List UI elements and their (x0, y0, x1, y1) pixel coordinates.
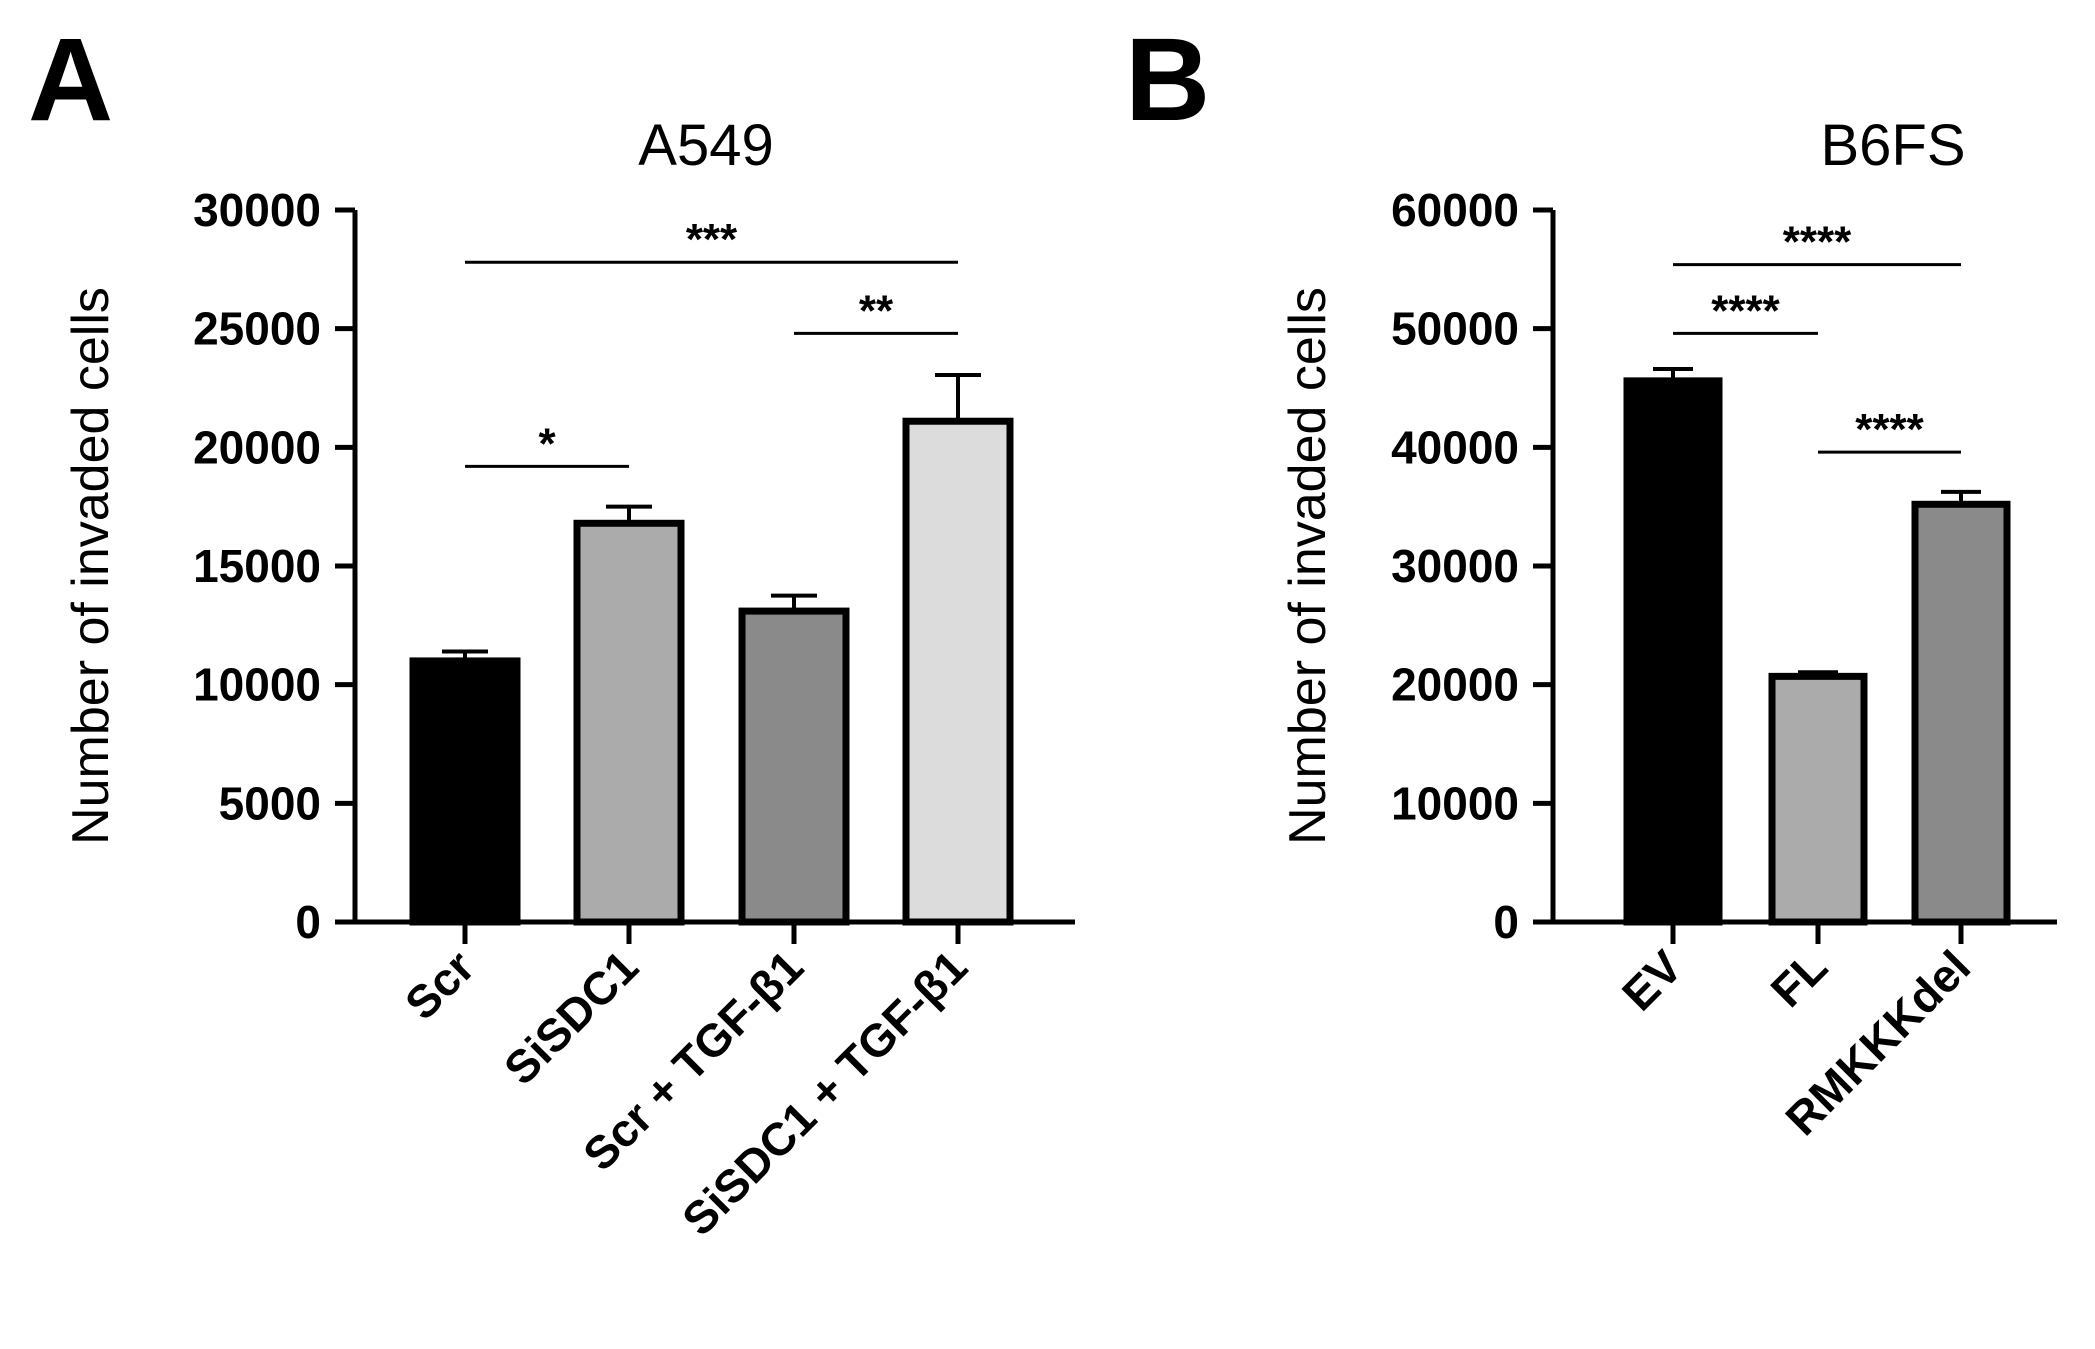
chart-a-significance-label: * (538, 419, 556, 468)
chart-a-y-tick-label: 25000 (193, 303, 321, 355)
chart-a-category-label: SiSDC1 (494, 940, 648, 1094)
chart-a-y-tick-label: 20000 (193, 421, 321, 473)
chart-b-category-label: FL (1761, 940, 1838, 1017)
chart-a-significance-label: ** (859, 286, 894, 335)
chart-b-significance-label: **** (1711, 286, 1780, 335)
chart-a-y-tick-label: 30000 (193, 184, 321, 236)
chart-b-bar (1768, 672, 1868, 926)
chart-b-bar (1623, 377, 1723, 926)
chart-b-title: B6FS (1820, 113, 1965, 178)
chart-a-y-tick-label: 0 (295, 896, 321, 948)
chart-b-significance-label: **** (1855, 405, 1924, 454)
chart-b-category-label: EV (1612, 940, 1692, 1020)
chart-b-y-tick-label: 30000 (1391, 540, 1519, 592)
chart-a-category-label: Scr (395, 940, 484, 1029)
chart-b-significance-label: **** (1783, 218, 1852, 267)
chart-b-bar (1911, 500, 2011, 926)
chart-a-y-tick-label: 10000 (193, 659, 321, 711)
chart-b-y-tick-label: 40000 (1391, 421, 1519, 473)
chart-a-bar (409, 657, 521, 926)
chart-a549: A549 Number of invaded cells 0 5000 10000 1… (62, 113, 1075, 1245)
chart-a-plot-area: 0 5000 10000 15000 20000 25000 30000 Scr SiSDC1S… (193, 184, 1075, 1245)
chart-b6fs: B6FS Number of invaded cells 0 10000 20000… (1279, 113, 2057, 1145)
chart-a-category-label: SiSDC1 + TGF-β1 (672, 940, 977, 1245)
chart-a-y-axis-label: Number of invaded cells (62, 287, 120, 845)
panel-letter-b: B (1125, 14, 1210, 146)
chart-b-y-tick-label: 60000 (1391, 184, 1519, 236)
chart-b-y-tick-label: 0 (1493, 896, 1519, 948)
chart-a-bar (738, 607, 850, 926)
chart-a-significance-label: *** (686, 215, 738, 264)
chart-b-y-tick-label: 10000 (1391, 777, 1519, 829)
chart-a-y-tick-label: 15000 (193, 540, 321, 592)
chart-b-y-axis-label: Number of invaded cells (1279, 287, 1337, 845)
panel-letter-a: A (28, 14, 113, 146)
chart-b-y-tick-label: 50000 (1391, 303, 1519, 355)
chart-a-y-tick-label: 5000 (219, 777, 321, 829)
chart-a-title: A549 (638, 113, 773, 178)
chart-a-bar (902, 417, 1014, 926)
chart-a-bar (573, 519, 685, 926)
chart-b-y-tick-label: 20000 (1391, 659, 1519, 711)
